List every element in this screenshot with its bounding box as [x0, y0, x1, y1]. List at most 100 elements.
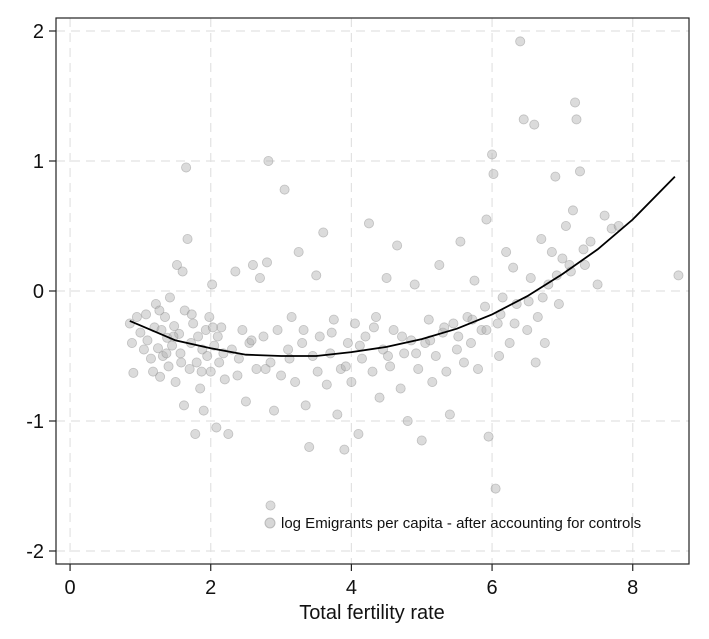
- scatter-point: [451, 344, 462, 355]
- scatter-point: [145, 353, 156, 364]
- scatter-point: [298, 324, 309, 335]
- scatter-point: [230, 266, 241, 277]
- scatter-point: [150, 298, 161, 309]
- scatter-point: [481, 324, 492, 335]
- scatter-point: [254, 272, 265, 283]
- scatter-point: [523, 296, 534, 307]
- scatter-point: [219, 374, 230, 385]
- scatter-point: [360, 331, 371, 342]
- y-tick-label: -2: [26, 541, 44, 563]
- scatter-point: [332, 409, 343, 420]
- scatter-point: [490, 483, 501, 494]
- scatter-point: [509, 318, 520, 329]
- scatter-point: [179, 400, 190, 411]
- scatter-point: [570, 97, 581, 108]
- scatter-point: [381, 272, 392, 283]
- scatter-point: [293, 246, 304, 257]
- scatter-point: [402, 415, 413, 426]
- scatter-point: [382, 350, 393, 361]
- scatter-point: [518, 114, 529, 125]
- scatter-point: [265, 357, 276, 368]
- scatter-point: [416, 435, 427, 446]
- scatter-point: [196, 366, 207, 377]
- scatter-point: [161, 348, 172, 359]
- scatter-point: [200, 324, 211, 335]
- scatter-point: [356, 353, 367, 364]
- legend-marker: [264, 517, 276, 529]
- axis-layer: 0 2 4 6 8 -2 -1 0 1 2: [26, 21, 638, 599]
- scatter-point: [195, 383, 206, 394]
- scatter-point: [191, 357, 202, 368]
- scatter-point: [553, 298, 564, 309]
- scatter-point: [211, 422, 222, 433]
- scatter-point: [174, 328, 185, 339]
- scatter-point: [399, 348, 410, 359]
- scatter-point: [170, 376, 181, 387]
- scatter-point: [131, 311, 142, 322]
- scatter-point: [346, 376, 357, 387]
- scatter-point: [487, 149, 498, 160]
- scatter-point: [216, 322, 227, 333]
- scatter-point: [501, 246, 512, 257]
- x-tick-label: 6: [487, 577, 498, 599]
- scatter-point: [335, 363, 346, 374]
- scatter-point: [536, 233, 547, 244]
- scatter-point: [126, 337, 137, 348]
- scatter-point: [367, 366, 378, 377]
- scatter-point: [371, 311, 382, 322]
- scatter-point: [349, 318, 360, 329]
- y-tick-label: 1: [33, 151, 44, 173]
- scatter-point: [385, 361, 396, 372]
- scatter-point: [571, 114, 582, 125]
- scatter-point: [202, 350, 213, 361]
- scatter-point: [142, 335, 153, 346]
- scatter-point: [265, 500, 276, 511]
- scatter-point: [539, 337, 550, 348]
- scatter-point: [427, 376, 438, 387]
- x-tick-label: 2: [205, 577, 216, 599]
- scatter-point: [537, 292, 548, 303]
- scatter-point: [160, 311, 171, 322]
- scatter-point: [157, 350, 168, 361]
- scatter-point: [525, 272, 536, 283]
- x-tick-label: 8: [627, 577, 638, 599]
- legend: log Emigrants per capita - after account…: [264, 515, 641, 532]
- scatter-point: [233, 353, 244, 364]
- scatter-point: [276, 370, 287, 381]
- scatter-point: [279, 184, 290, 195]
- scatter-point: [453, 331, 464, 342]
- scatter-point: [148, 366, 159, 377]
- scatter-point: [318, 227, 329, 238]
- scatter-point: [488, 168, 499, 179]
- scatter-point: [465, 337, 476, 348]
- scatter-point: [124, 318, 135, 329]
- scatter-point: [152, 343, 163, 354]
- scatter-point: [286, 311, 297, 322]
- scatter-point: [176, 357, 187, 368]
- scatter-point: [326, 327, 337, 338]
- scatter-point: [574, 166, 585, 177]
- y-tick-label: 0: [33, 281, 44, 303]
- scatter-point: [246, 335, 257, 346]
- scatter-point: [181, 162, 192, 173]
- scatter-point: [141, 309, 152, 320]
- scatter-point: [388, 324, 399, 335]
- scatter-point: [138, 344, 149, 355]
- scatter-point: [606, 223, 617, 234]
- scatter-point: [483, 431, 494, 442]
- scatter-point: [395, 383, 406, 394]
- scatter-point: [263, 155, 274, 166]
- scatter-point: [247, 259, 258, 270]
- scatter-point: [261, 257, 272, 268]
- scatter-point: [530, 357, 541, 368]
- scatter-point: [550, 171, 561, 182]
- scatter-point: [411, 348, 422, 359]
- scatter-point: [179, 305, 190, 316]
- scatter-point: [205, 366, 216, 377]
- scatter-point: [469, 275, 480, 286]
- scatter-point: [232, 370, 243, 381]
- scatter-point: [673, 270, 684, 281]
- scatter-point: [480, 301, 491, 312]
- scatter-point: [240, 396, 251, 407]
